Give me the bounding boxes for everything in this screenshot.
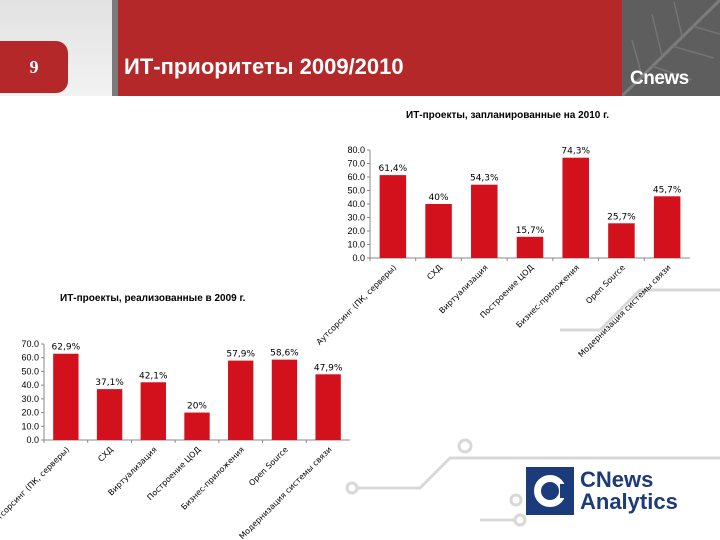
bar — [96, 389, 123, 440]
data-label: 74,3% — [561, 147, 590, 157]
page-title: ИТ-приоритеты 2009/2010 — [124, 54, 404, 79]
data-label: 25,7% — [607, 212, 636, 222]
bar — [315, 374, 341, 440]
y-tick-label: 50.0 — [21, 366, 39, 376]
bar — [379, 175, 407, 258]
bar — [184, 412, 210, 440]
category-label: Модернизация системы связи — [238, 445, 334, 540]
y-tick-label: 0.0 — [352, 253, 365, 263]
data-label: 20% — [187, 402, 207, 412]
category-label: Аутсорсинг (ПК, серверы) — [315, 263, 399, 347]
chart-2010-plot: 0.0 10.0 20.0 30.0 40.0 50.0 60.0 70.0 80.0 61,4%… — [315, 145, 690, 359]
data-label: 47,9% — [314, 363, 343, 373]
data-label: 58,6% — [270, 349, 299, 359]
leaf-image — [622, 0, 720, 96]
y-tick-label: 80.0 — [347, 145, 365, 155]
data-label: 45,7% — [653, 185, 682, 195]
category-label: СХД — [96, 445, 115, 464]
y-tick-label: 20.0 — [347, 226, 365, 236]
category-label: Open Source — [584, 263, 627, 306]
data-label: 54,3% — [470, 174, 499, 184]
slide-number: 9 — [29, 56, 39, 77]
y-tick-label: 0.0 — [26, 435, 39, 445]
y-tick-label: 50.0 — [347, 186, 365, 196]
y-tick-label: 30.0 — [347, 213, 365, 223]
y-tick-label: 60.0 — [21, 353, 39, 363]
data-label: 42,1% — [139, 371, 168, 381]
chart-2-title: ИТ-проекты, реализованные в 2009 г. — [60, 293, 246, 304]
category-label: Модернизация системы связи — [577, 263, 673, 359]
y-tick-label: 20.0 — [21, 408, 39, 418]
data-label: 40% — [429, 193, 449, 203]
circuit-decoration — [352, 288, 720, 522]
bar — [562, 157, 589, 258]
bar — [140, 382, 166, 440]
circuit-nodes — [345, 438, 527, 527]
y-tick-label: 10.0 — [347, 240, 365, 250]
data-label: 62,9% — [52, 343, 81, 353]
bar — [608, 223, 635, 258]
bar — [228, 360, 254, 440]
category-label: Аутсорсинг (ПК, серверы) — [0, 445, 71, 529]
category-label: Виртуализация — [437, 263, 489, 315]
chart-1-title: ИТ-проекты, запланированные на 2010 г. — [406, 110, 609, 121]
cnews-analytics-logo: CNews Analytics — [526, 462, 698, 520]
bar — [425, 204, 452, 258]
cnews-analytics-mark-icon — [526, 467, 574, 515]
logo-line-2: Analytics — [580, 489, 678, 514]
bar — [271, 359, 298, 440]
chart-2009-plot: 0.0 10.0 20.0 30.0 40.0 50.0 60.0 70.0 62,9% Аутс… — [0, 339, 350, 540]
slide-number-badge: 9 — [0, 41, 68, 93]
category-label: СХД — [425, 263, 444, 282]
category-label: Open Source — [247, 445, 290, 488]
charts-canvas: ИТ-проекты, запланированные на 2010 г. И… — [0, 110, 720, 540]
y-tick-label: 40.0 — [21, 380, 39, 390]
logo-line-1: CNews — [580, 467, 654, 492]
bar — [471, 184, 498, 258]
y-tick-label: 70.0 — [347, 159, 365, 169]
bar — [516, 236, 544, 258]
data-label: 15,7% — [516, 226, 545, 236]
header-divider — [112, 0, 118, 96]
cnews-logo: Cnews — [630, 68, 689, 89]
y-tick-label: 10.0 — [21, 421, 39, 431]
bar — [53, 353, 79, 440]
data-label: 61,4% — [379, 164, 408, 174]
bar — [653, 196, 681, 258]
y-tick-label: 70.0 — [21, 339, 39, 349]
data-label: 37,1% — [95, 378, 124, 388]
y-tick-label: 30.0 — [21, 394, 39, 404]
y-tick-label: 60.0 — [347, 172, 365, 182]
y-tick-label: 40.0 — [347, 199, 365, 209]
data-label: 57,9% — [226, 350, 255, 360]
header-bar — [118, 0, 622, 96]
